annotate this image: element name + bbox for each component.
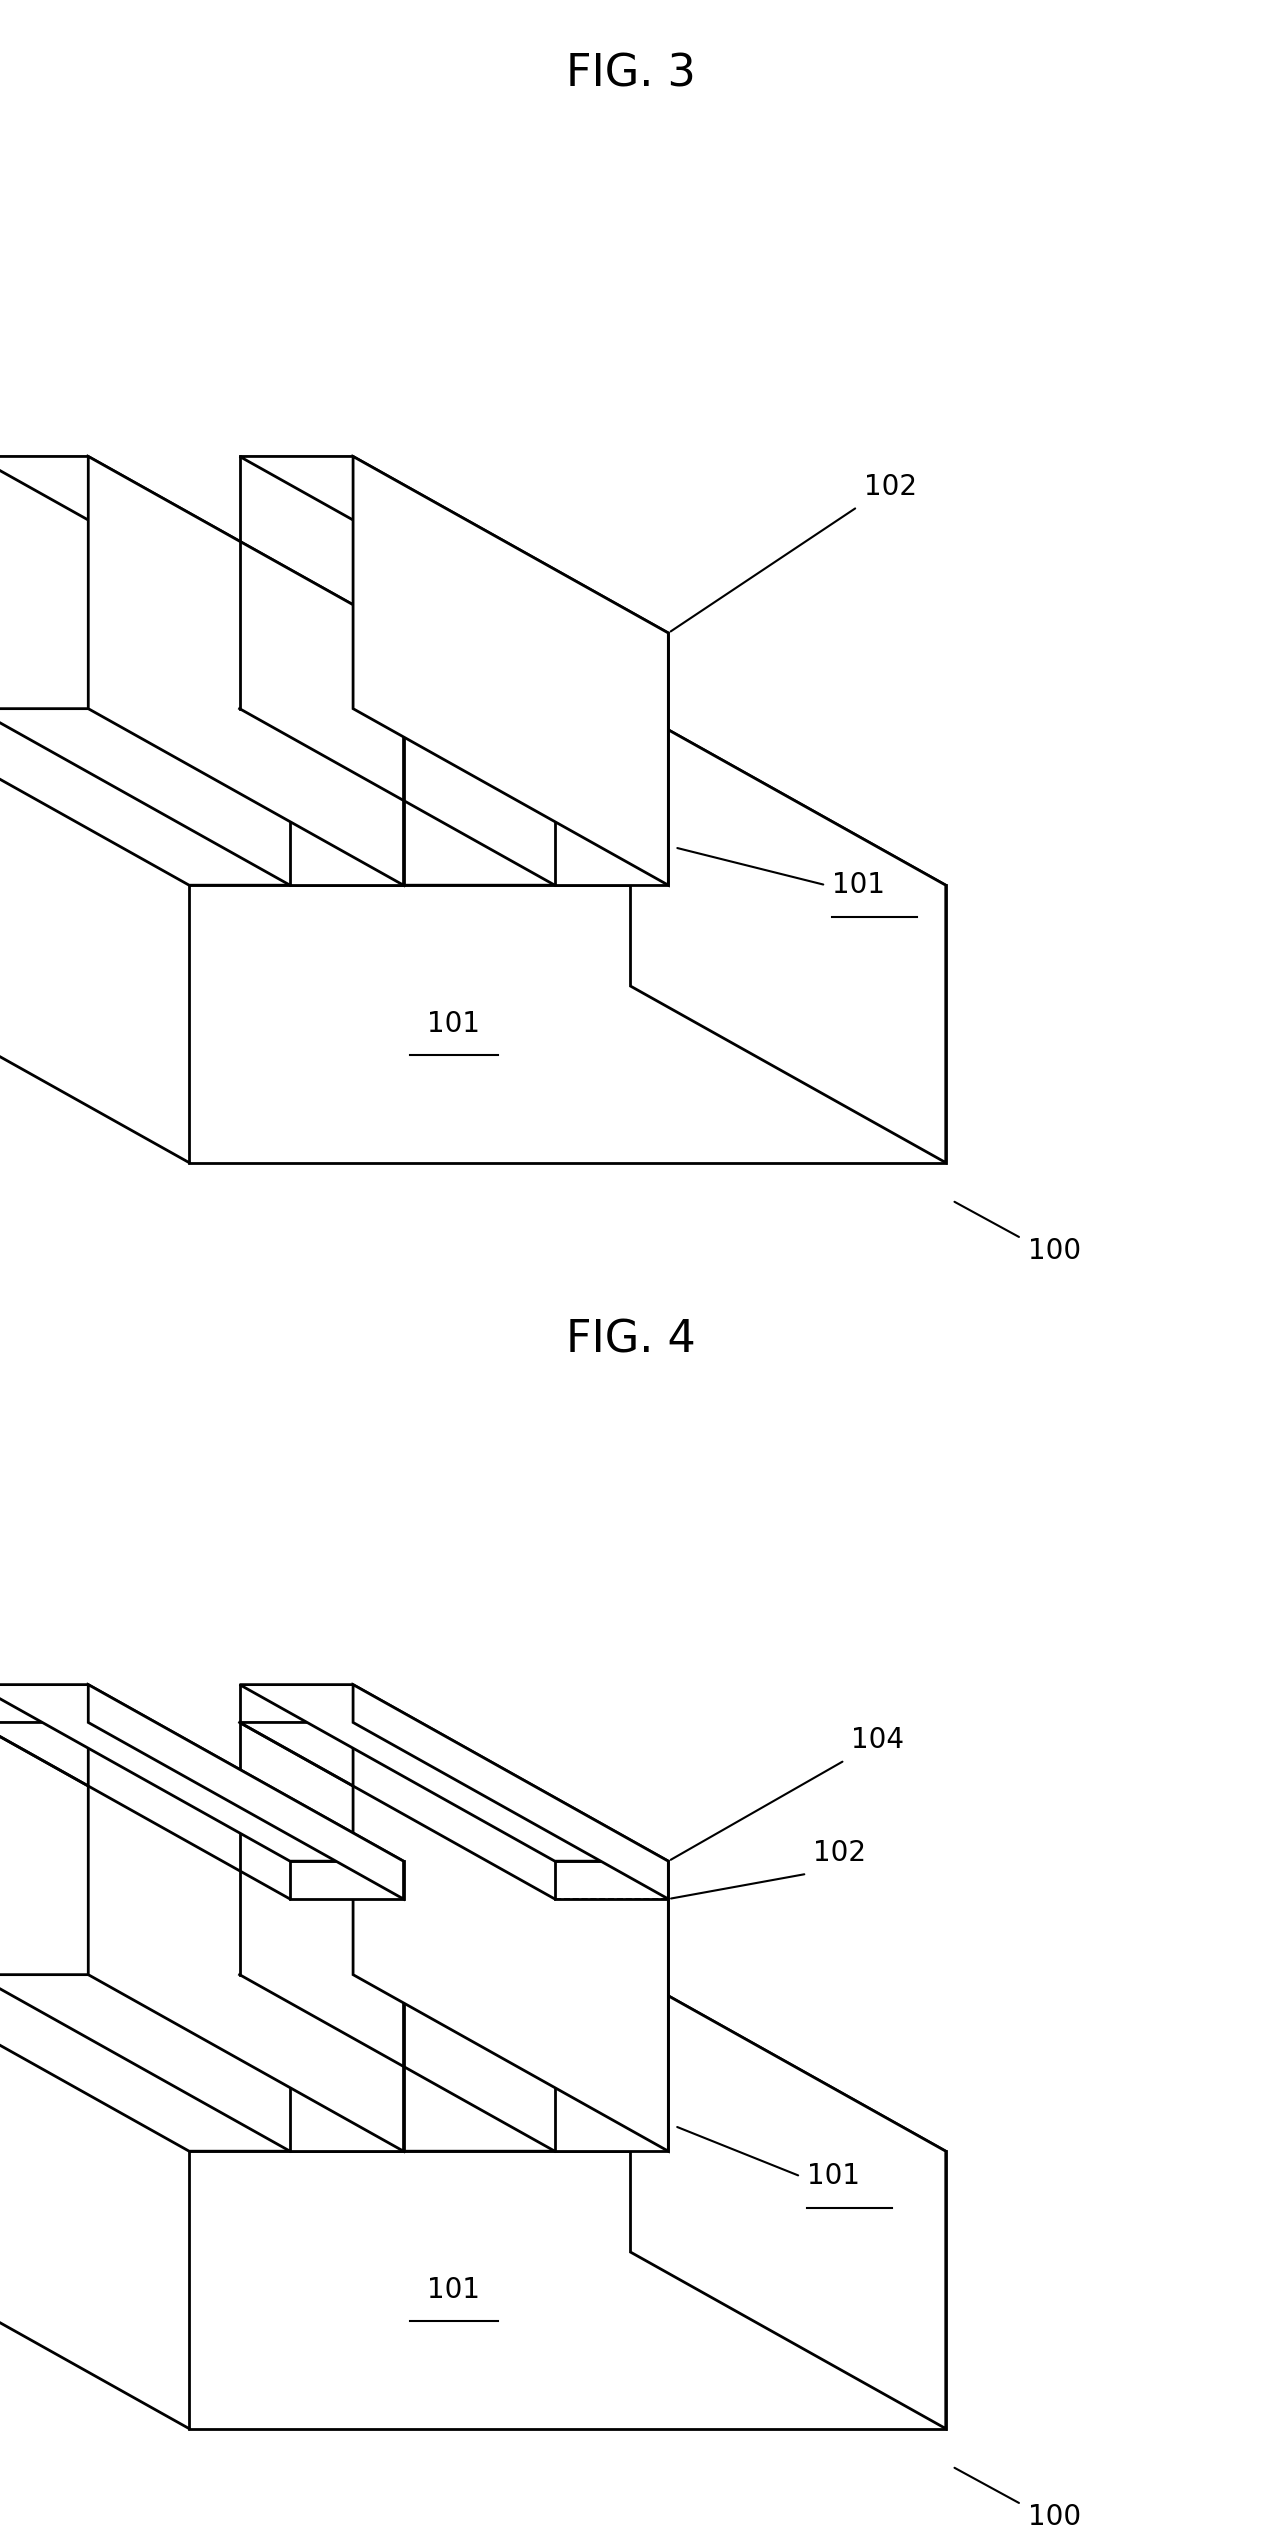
Polygon shape — [353, 456, 668, 886]
Text: 101: 101 — [807, 2162, 860, 2190]
Text: 101: 101 — [832, 871, 885, 899]
Polygon shape — [0, 709, 946, 886]
Polygon shape — [240, 1684, 668, 1861]
Polygon shape — [189, 886, 946, 1162]
Polygon shape — [240, 456, 668, 633]
Polygon shape — [630, 1975, 946, 2428]
Polygon shape — [0, 1975, 946, 2152]
Polygon shape — [353, 1684, 668, 1899]
Polygon shape — [240, 1722, 668, 1899]
Polygon shape — [290, 1899, 404, 2152]
Polygon shape — [555, 633, 668, 886]
Polygon shape — [630, 709, 946, 1162]
Text: FIG. 3: FIG. 3 — [566, 53, 695, 96]
Text: 104: 104 — [851, 1727, 904, 1755]
Text: 101: 101 — [427, 1010, 480, 1038]
Polygon shape — [189, 2152, 946, 2428]
Polygon shape — [555, 1899, 668, 2152]
Text: FIG. 4: FIG. 4 — [566, 1319, 695, 1362]
Polygon shape — [290, 633, 404, 886]
Polygon shape — [0, 1684, 404, 1861]
Text: 101: 101 — [427, 2276, 480, 2304]
Polygon shape — [555, 1861, 668, 1899]
Text: 102: 102 — [864, 473, 917, 501]
Polygon shape — [88, 456, 404, 886]
Polygon shape — [290, 1861, 404, 1899]
Polygon shape — [0, 456, 404, 633]
Polygon shape — [0, 1722, 404, 1899]
Text: 100: 100 — [1028, 2504, 1081, 2532]
Polygon shape — [88, 1684, 404, 1899]
Polygon shape — [88, 1722, 404, 2152]
Polygon shape — [353, 1722, 668, 2152]
Text: 102: 102 — [813, 1838, 866, 1869]
Text: 100: 100 — [1028, 1238, 1081, 1266]
